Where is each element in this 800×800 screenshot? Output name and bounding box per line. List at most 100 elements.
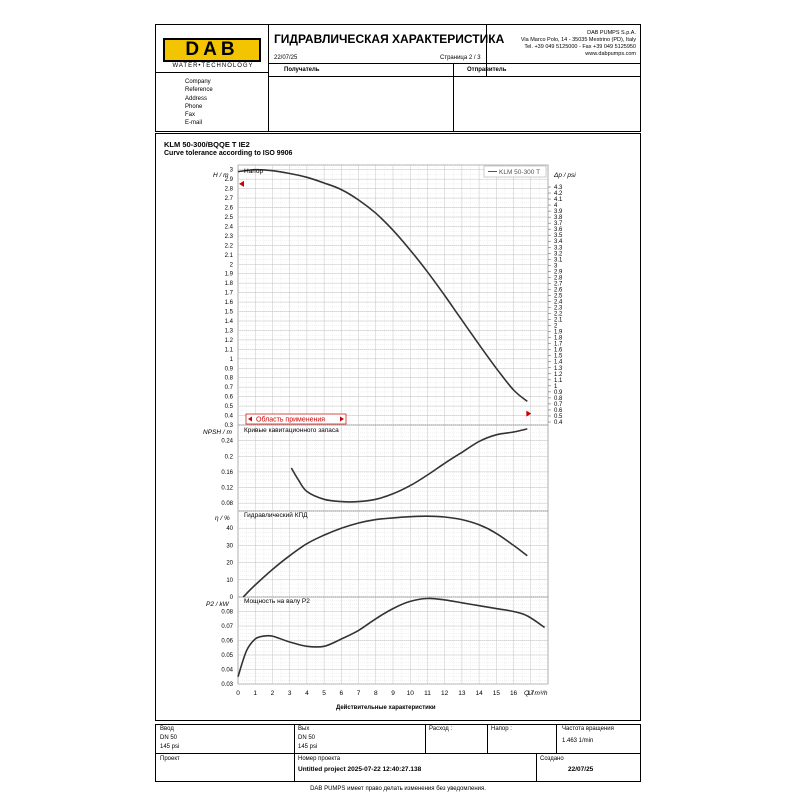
footer-v3 (487, 724, 488, 754)
head-ytick-right-label: 0.5 (554, 414, 563, 420)
head-ytick-right-label: 2.7 (554, 281, 563, 287)
head-ytick-label: 1.2 (225, 338, 234, 344)
efficiency-ytick-label: 20 (226, 561, 233, 567)
power-ytick-label: 0.07 (221, 624, 233, 630)
efficiency-ytick-label: 0 (230, 595, 234, 601)
power-ytick-label: 0.06 (221, 639, 233, 645)
x-tick-label: 16 (510, 690, 518, 697)
head-left-marker (239, 180, 244, 187)
head-ytick-label: 0.6 (225, 395, 234, 401)
footer-head-label: Напор : (491, 726, 512, 732)
header-divider-2 (486, 24, 487, 76)
head-ytick-label: 2.8 (225, 187, 234, 193)
head-ytick-right-label: 3.3 (554, 245, 563, 251)
head-ytick-label: 1.5 (225, 310, 234, 316)
head-ytick-right-label: 4.1 (554, 197, 563, 203)
footer-inlet-dn: DN 50 (160, 735, 178, 741)
npsh-panel-title: Кривые кавитационного запаса (244, 427, 339, 434)
head-ytick-right-label: 1.3 (554, 366, 563, 372)
head-ytick-label: 1.1 (225, 347, 234, 353)
footer-outlet-label: Вых (298, 726, 310, 732)
head-ytick-right-label: 3.7 (554, 221, 563, 227)
footer-project-name: Untitled project 2025-07-22 12:40:27.138 (298, 766, 422, 773)
head-ylabel: H / m (213, 172, 229, 179)
head-ytick-label: 2.3 (225, 234, 234, 240)
chart-frame (155, 133, 641, 721)
efficiency-ylabel: η / % (215, 515, 230, 522)
head-ytick-label: 2.5 (225, 215, 234, 221)
header-frame (155, 24, 641, 132)
x-tick-label: 4 (305, 690, 309, 697)
head-ytick-right-label: 4.2 (554, 191, 563, 197)
efficiency-ytick-label: 10 (226, 578, 233, 584)
header-hline-1 (268, 63, 640, 64)
footer-v5 (536, 754, 537, 781)
dab-logo-text: DAB (185, 39, 239, 60)
npsh-ylabel: NPSH / m (203, 429, 232, 436)
power-ytick-label: 0.08 (221, 610, 233, 616)
footer-project-number-label: Номер проекта (298, 756, 341, 762)
x-tick-label: 8 (374, 690, 378, 697)
range-label: Область применения (256, 416, 325, 424)
company-phone: Tel. +39 049 5125000 - Fax +39 049 51259… (524, 44, 636, 50)
efficiency-ytick-label: 30 (226, 543, 233, 549)
head-ytick-right-label: 3.5 (554, 233, 563, 239)
logo-tagline: WATER•TECHNOLOGY (172, 63, 254, 69)
footer-disclaimer: DAB PUMPS имеет право делать изменения б… (310, 786, 486, 792)
head-ytick-right-label: 3.1 (554, 257, 563, 263)
x-tick-label: 9 (391, 690, 395, 697)
head-ytick-right-label: 3 (554, 263, 558, 269)
contact-reference-label: Reference (185, 87, 213, 94)
head-legend-label: KLM 50-300 T (499, 169, 540, 176)
range-right-arrow (340, 416, 344, 422)
x-tick-label: 5 (322, 690, 326, 697)
head-ytick-right-label: 2.6 (554, 287, 563, 293)
head-ytick-label: 1.3 (225, 328, 234, 334)
head-ytick-label: 1.8 (225, 281, 234, 287)
head-ytick-label: 0.3 (225, 423, 234, 429)
head-ytick-label: 0.7 (225, 385, 234, 391)
head-panel-title: Напор (244, 168, 263, 175)
contact-phone-label: Phone (185, 103, 203, 110)
npsh-ytick-label: 0.12 (221, 486, 233, 492)
range-left-arrow (248, 416, 252, 422)
head-ytick-label: 1.6 (225, 300, 234, 306)
x-tick-label: 7 (357, 690, 361, 697)
footer-v4 (556, 724, 557, 754)
company-name: DAB PUMPS S.p.A. (587, 30, 636, 36)
x-tick-label: 13 (458, 690, 466, 697)
footer-hline (155, 753, 641, 754)
power-curve (237, 597, 546, 678)
x-tick-label: 3 (288, 690, 292, 697)
header-divider-3 (453, 63, 454, 131)
head-ytick-right-label: 2.1 (554, 318, 563, 324)
head-ytick-right-label: 0.4 (554, 420, 563, 426)
contact-labels: Company Reference Address Phone Fax E-ma… (185, 78, 213, 128)
head-ytick-label: 2.2 (225, 243, 234, 249)
head-ytick-label: 0.5 (225, 404, 234, 410)
page-title: ГИДРАВЛИЧЕСКАЯ ХАРАКТЕРИСТИКА (274, 32, 505, 46)
x-tick-label: 10 (407, 690, 415, 697)
x-tick-label: 2 (271, 690, 275, 697)
head-ytick-right-label: 1.9 (554, 330, 563, 336)
header-divider-1 (268, 24, 269, 131)
head-ytick-right-label: 2.2 (554, 312, 563, 318)
head-ytick-right-label: 3.6 (554, 227, 563, 233)
npsh-ytick-label: 0.24 (221, 439, 233, 445)
head-ytick-label: 1.9 (225, 272, 234, 278)
head-ytick-label: 1.7 (225, 291, 234, 297)
head-ytick-label: 3 (230, 168, 234, 174)
head-ytick-right-label: 3.9 (554, 209, 563, 215)
head-ytick-label: 2.6 (225, 206, 234, 212)
x-tick-label: 15 (493, 690, 501, 697)
x-caption: Действительные характеристики (336, 704, 436, 711)
head-ytick-label: 0.4 (225, 414, 234, 420)
head-ytick-right-label: 1.7 (554, 342, 563, 348)
power-ytick-label: 0.03 (221, 682, 233, 688)
head-ytick-right-label: 1 (554, 384, 558, 390)
sender-label: Отправитель (467, 67, 507, 73)
x-tick-label: 12 (441, 690, 449, 697)
head-ytick-label: 2.9 (225, 177, 234, 183)
npsh-curve (290, 428, 528, 503)
